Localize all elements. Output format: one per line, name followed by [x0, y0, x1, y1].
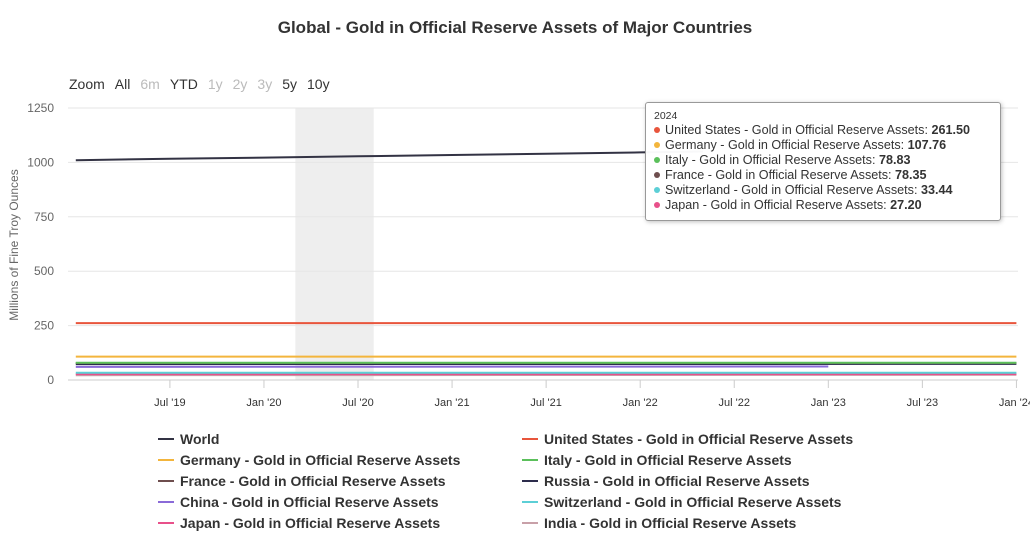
legend-swatch-icon: [522, 437, 538, 440]
zoom-2y-button[interactable]: 2y: [232, 76, 248, 92]
legend-label: United States - Gold in Official Reserve…: [544, 430, 854, 447]
series-line-0[interactable]: [75, 150, 703, 162]
zoom-1y-button[interactable]: 1y: [207, 76, 223, 92]
zoom-label: Zoom: [69, 76, 105, 92]
tooltip-value: 27.20: [890, 198, 922, 212]
legend-swatch-icon: [522, 479, 538, 482]
legend-item[interactable]: Switzerland - Gold in Official Reserve A…: [522, 491, 841, 512]
legend-item[interactable]: China - Gold in Official Reserve Assets: [158, 491, 439, 512]
tooltip-row: Germany - Gold in Official Reserve Asset…: [654, 138, 992, 153]
zoom-5y-button[interactable]: 5y: [282, 76, 297, 92]
tooltip-row: Japan - Gold in Official Reserve Assets:…: [654, 198, 992, 213]
x-tick-label: Jan '24: [999, 397, 1030, 409]
zoom-selector: Zoom All 6m YTD 1y 2y 3y 5y 10y: [69, 76, 335, 92]
tooltip-value: 33.44: [920, 183, 953, 197]
zoom-ytd-button[interactable]: YTD: [169, 76, 198, 92]
x-tick-label: Jan '23: [811, 397, 846, 409]
tooltip-value: 78.35: [895, 168, 927, 182]
series-dot-icon: [654, 202, 660, 208]
zoom-6m-button[interactable]: 6m: [140, 76, 160, 92]
tooltip: 2024 United States - Gold in Official Re…: [645, 102, 1001, 221]
tooltip-label: Italy - Gold in Official Reserve Assets:: [665, 153, 879, 167]
x-tick-label: Jul '19: [154, 397, 185, 409]
chart-title: Global - Gold in Official Reserve Assets…: [277, 18, 753, 37]
tooltip-row: Switzerland - Gold in Official Reserve A…: [654, 183, 992, 198]
tooltip-row: Italy - Gold in Official Reserve Assets:…: [654, 153, 992, 168]
series-dot-icon: [654, 127, 660, 133]
tooltip-label: France - Gold in Official Reserve Assets…: [665, 168, 896, 182]
legend-item[interactable]: India - Gold in Official Reserve Assets: [522, 512, 796, 533]
legend-item[interactable]: Japan - Gold in Official Reserve Assets: [158, 512, 440, 533]
legend-item[interactable]: United States - Gold in Official Reserve…: [522, 428, 853, 449]
y-tick-label: 0: [47, 373, 54, 387]
legend-label: Italy - Gold in Official Reserve Assets: [544, 451, 792, 468]
legend-swatch-icon: [522, 500, 538, 503]
legend-item[interactable]: Russia - Gold in Official Reserve Assets: [522, 470, 810, 491]
legend-swatch-icon: [158, 437, 174, 440]
x-tick-label: Jul '20: [342, 397, 373, 409]
tooltip-value: 78.83: [878, 153, 911, 167]
legend-swatch-icon: [158, 479, 174, 482]
y-tick-label: 250: [34, 319, 54, 333]
y-tick-label: 1250: [27, 101, 54, 115]
series-dot-icon: [654, 142, 660, 148]
legend-label: India - Gold in Official Reserve Assets: [544, 514, 797, 531]
legend-item[interactable]: Italy - Gold in Official Reserve Assets: [522, 449, 792, 470]
zoom-all-button[interactable]: All: [114, 76, 131, 92]
legend-swatch-icon: [158, 500, 174, 503]
y-tick-label: 1000: [27, 155, 54, 169]
x-tick-label: Jul '23: [907, 397, 938, 409]
tooltip-label: Japan - Gold in Official Reserve Assets:: [665, 198, 891, 212]
tooltip-value: 107.76: [907, 138, 947, 152]
legend-label: China - Gold in Official Reserve Assets: [180, 493, 439, 510]
y-tick-label: 750: [34, 210, 54, 224]
legend-item[interactable]: Germany - Gold in Official Reserve Asset…: [158, 449, 460, 470]
y-tick-label: 500: [34, 264, 54, 278]
highlight-band: [295, 108, 374, 380]
tooltip-header: 2024: [654, 110, 678, 122]
legend-label: Japan - Gold in Official Reserve Assets: [180, 514, 441, 531]
series-dot-icon: [654, 157, 660, 163]
tooltip-label: United States - Gold in Official Reserve…: [665, 123, 932, 137]
x-tick-label: Jan '20: [246, 397, 281, 409]
tooltip-label: Germany - Gold in Official Reserve Asset…: [665, 138, 908, 152]
tooltip-row: France - Gold in Official Reserve Assets…: [654, 168, 992, 183]
tooltip-label: Switzerland - Gold in Official Reserve A…: [665, 183, 921, 197]
y-axis-label: Millions of Fine Troy Ounces: [7, 169, 21, 320]
legend-label: Russia - Gold in Official Reserve Assets: [544, 472, 810, 489]
legend-item[interactable]: France - Gold in Official Reserve Assets: [158, 470, 446, 491]
legend-label: Switzerland - Gold in Official Reserve A…: [544, 493, 842, 510]
series-dot-icon: [654, 187, 660, 193]
legend-swatch-icon: [522, 521, 538, 524]
legend-swatch-icon: [158, 458, 174, 461]
legend-swatch-icon: [522, 458, 538, 461]
x-tick-label: Jul '21: [530, 397, 561, 409]
zoom-10y-button[interactable]: 10y: [307, 76, 330, 92]
legend-item[interactable]: World: [158, 428, 219, 449]
x-tick-label: Jan '22: [623, 397, 658, 409]
legend-label: World: [180, 430, 220, 447]
legend-label: Germany - Gold in Official Reserve Asset…: [180, 451, 461, 468]
legend-swatch-icon: [158, 521, 174, 524]
tooltip-value: 261.50: [931, 123, 970, 137]
x-tick-label: Jul '22: [719, 397, 750, 409]
x-tick-label: Jan '21: [435, 397, 470, 409]
tooltip-row: United States - Gold in Official Reserve…: [654, 123, 992, 138]
legend-label: France - Gold in Official Reserve Assets: [180, 472, 446, 489]
zoom-3y-button[interactable]: 3y: [257, 76, 273, 92]
series-dot-icon: [654, 172, 660, 178]
